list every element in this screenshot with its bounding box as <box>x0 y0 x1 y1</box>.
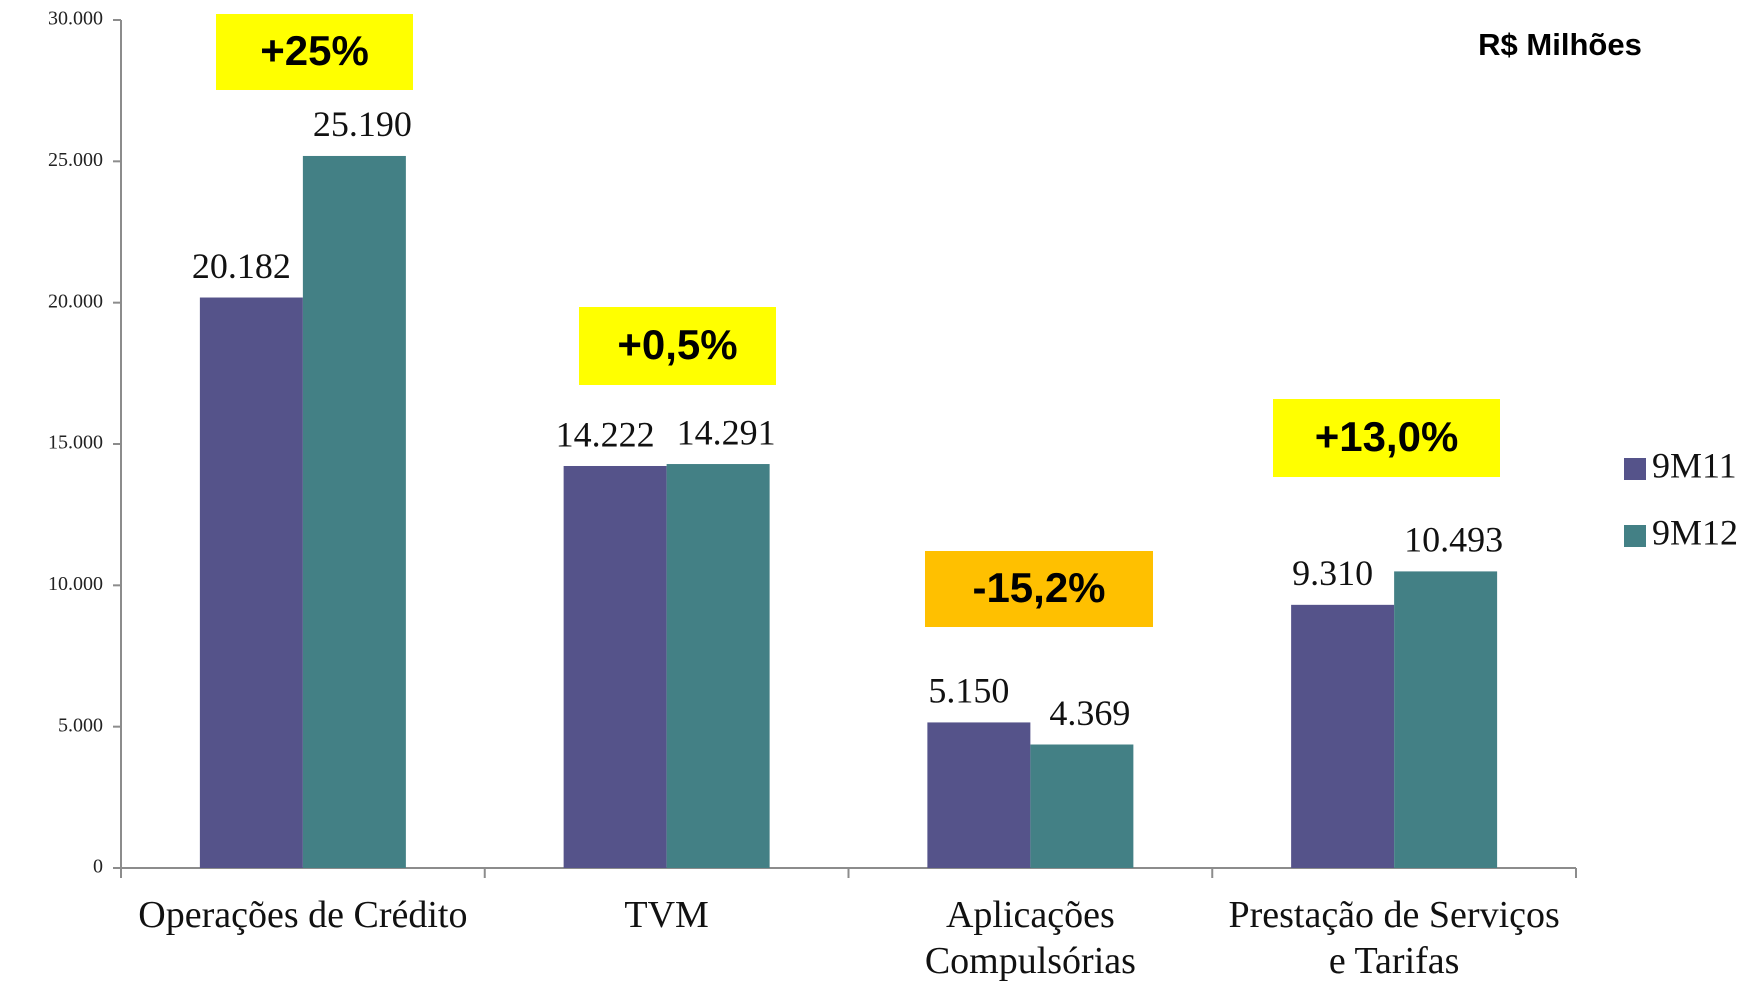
bar <box>1291 604 1395 868</box>
bar <box>563 465 667 868</box>
value-label: 14.291 <box>677 412 776 452</box>
y-tick-label: 30.000 <box>48 8 103 30</box>
value-label: 9.310 <box>1292 553 1373 593</box>
bar <box>927 722 1031 868</box>
bar <box>199 297 303 869</box>
annotation: +25% <box>260 27 369 74</box>
bar <box>1030 744 1134 868</box>
x-tick-label: Prestação de Serviços e Tarifas <box>1228 894 1560 982</box>
annotation: -15,2% <box>972 564 1105 611</box>
x-tick-label: TVM <box>624 894 709 936</box>
x-tick-label: Aplicações Compulsórias <box>924 894 1136 982</box>
annotation: +13,0% <box>1315 413 1459 460</box>
annotation-box <box>216 14 413 90</box>
annotation-box <box>1273 399 1500 477</box>
y-tick-label: 25.000 <box>48 149 103 171</box>
y-tick-label: 5.000 <box>58 714 103 736</box>
legend-label: 9M11 <box>1652 445 1737 485</box>
y-tick-label: 0 <box>93 856 103 878</box>
value-label: 14.222 <box>556 414 655 454</box>
annotation-box <box>579 307 776 385</box>
y-tick-label: 20.000 <box>48 290 103 312</box>
legend-swatch <box>1624 525 1646 547</box>
bar <box>302 155 406 869</box>
legend-label: 9M12 <box>1652 512 1738 552</box>
y-tick-label: 10.000 <box>48 573 103 595</box>
x-tick-label: Operações de Crédito <box>138 894 468 936</box>
subtitle: R$ Milhões <box>1478 27 1642 62</box>
value-label: 10.493 <box>1404 520 1503 560</box>
value-label: 4.369 <box>1049 693 1130 733</box>
annotation: +0,5% <box>617 321 737 368</box>
value-label: 20.182 <box>192 246 291 286</box>
bar <box>666 464 770 868</box>
annotation-box <box>925 551 1153 627</box>
y-tick-label: 15.000 <box>48 432 103 454</box>
value-label: 5.150 <box>928 671 1009 711</box>
value-label: 25.190 <box>313 104 412 144</box>
legend-swatch <box>1624 458 1646 480</box>
bar <box>1394 571 1498 868</box>
